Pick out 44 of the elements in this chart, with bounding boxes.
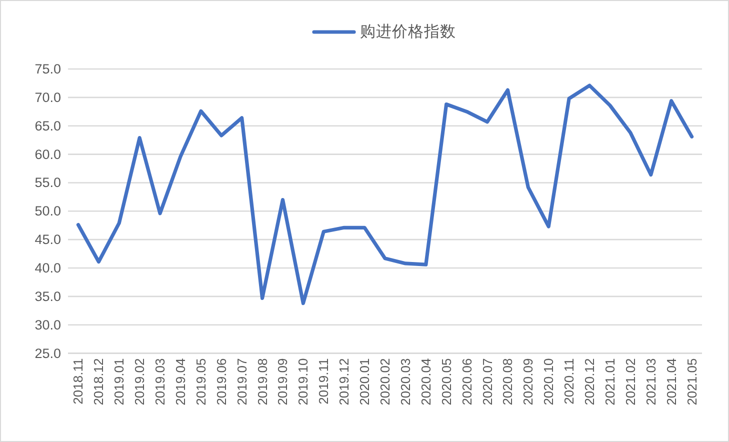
x-tick-label: 2020.05 bbox=[438, 358, 454, 406]
x-tick-label: 2020.10 bbox=[541, 358, 556, 406]
x-tick-label: 2019.10 bbox=[296, 358, 311, 406]
y-tick-label: 30.0 bbox=[34, 317, 61, 332]
y-tick-label: 60.0 bbox=[34, 146, 61, 162]
x-tick-label: 2020.07 bbox=[480, 358, 495, 406]
x-tick-label: 2021.05 bbox=[684, 358, 700, 406]
y-tick-label: 75.0 bbox=[34, 62, 61, 76]
x-tick-label: 2019.05 bbox=[193, 358, 208, 406]
x-tick-label: 2018.12 bbox=[91, 358, 106, 406]
x-tick-label: 2020.09 bbox=[520, 358, 536, 406]
x-tick-label: 2020.03 bbox=[398, 358, 413, 406]
y-tick-label: 70.0 bbox=[34, 90, 61, 105]
y-tick-label: 35.0 bbox=[34, 288, 61, 304]
y-tick-label: 65.0 bbox=[34, 118, 61, 134]
x-tick-label: 2019.08 bbox=[254, 358, 270, 406]
y-tick-label: 50.0 bbox=[34, 204, 61, 219]
x-tick-label: 2020.06 bbox=[459, 358, 474, 406]
x-tick-label: 2021.01 bbox=[602, 358, 618, 406]
x-tick-label: 2019.04 bbox=[172, 358, 188, 406]
y-tick-label: 25.0 bbox=[34, 346, 61, 361]
x-tick-label: 2019.12 bbox=[336, 358, 352, 406]
x-tick-label: 2019.06 bbox=[214, 358, 229, 406]
legend-label: 购进价格指数 bbox=[360, 22, 456, 40]
x-tick-label: 2019.02 bbox=[132, 358, 148, 406]
x-tick-label: 2021.03 bbox=[643, 358, 658, 406]
x-tick-label: 2020.11 bbox=[562, 358, 577, 404]
x-tick-label: 2018.11 bbox=[70, 358, 86, 404]
x-tick-label: 2019.07 bbox=[234, 358, 250, 406]
x-tick-label: 2021.04 bbox=[664, 358, 679, 406]
x-tick-label: 2019.03 bbox=[152, 358, 168, 406]
x-tick-label: 2021.02 bbox=[622, 358, 638, 406]
x-tick-label: 2020.04 bbox=[418, 358, 434, 406]
y-tick-label: 40.0 bbox=[34, 260, 61, 276]
x-tick-label: 2020.08 bbox=[500, 358, 516, 406]
x-tick-label: 2020.12 bbox=[582, 358, 598, 406]
y-tick-label: 55.0 bbox=[34, 175, 61, 190]
legend: 购进价格指数 bbox=[312, 24, 456, 40]
x-tick-label: 2019.09 bbox=[275, 358, 290, 406]
y-tick-label: 45.0 bbox=[34, 232, 61, 248]
x-tick-label: 2019.11 bbox=[316, 358, 332, 404]
x-tick-label: 2020.02 bbox=[378, 358, 392, 406]
x-tick-label: 2019.01 bbox=[112, 358, 127, 406]
x-tick-label: 2020.01 bbox=[357, 358, 372, 406]
